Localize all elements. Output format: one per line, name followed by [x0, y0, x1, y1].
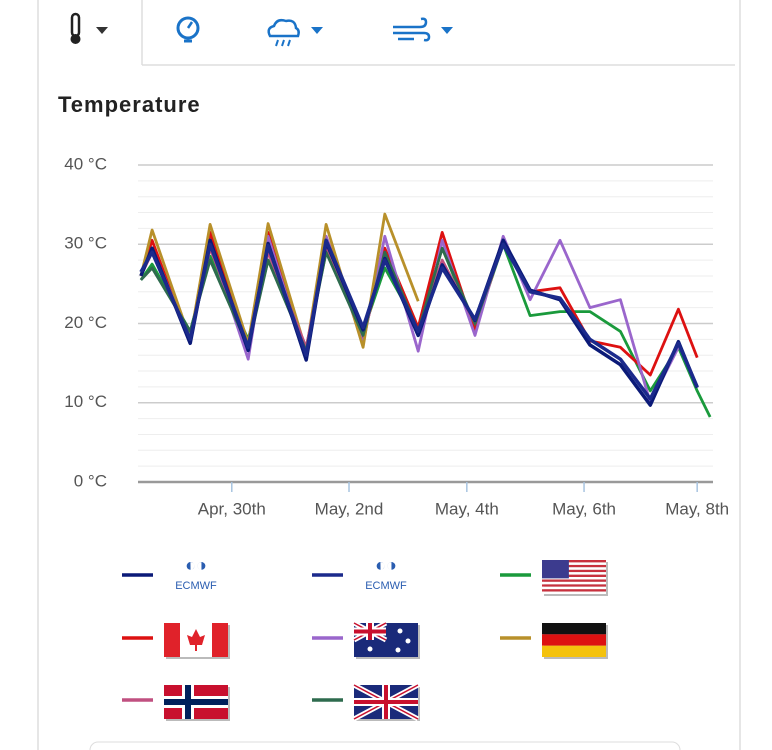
legend-label: ECMWF — [365, 580, 407, 592]
flag-part — [542, 581, 606, 585]
x-tick-label: Apr, 30th — [198, 499, 266, 518]
flag-part — [405, 638, 411, 644]
flag-part — [542, 584, 606, 587]
legend-item[interactable] — [500, 560, 608, 596]
precipitation-tab[interactable] — [267, 18, 323, 47]
legend-item[interactable] — [122, 685, 230, 721]
legend-item[interactable] — [312, 620, 420, 659]
flag-part — [354, 629, 386, 634]
flag-part — [542, 569, 606, 573]
grid: 0 °C 10 °C 20 °C 30 °C 40 °C Apr, 30th May, 2n… — [64, 154, 729, 518]
x-tick-label: May, 6th — [552, 499, 616, 518]
flag-part — [542, 634, 606, 646]
flag-part — [164, 699, 228, 705]
flag-part — [542, 574, 606, 577]
flag-part — [542, 579, 606, 582]
flag-part — [395, 647, 401, 653]
flag-part — [542, 591, 606, 594]
x-tick-label: May, 8th — [665, 499, 729, 518]
x-tick-label: May, 2nd — [315, 499, 384, 518]
flag-part — [542, 564, 606, 568]
flag-part — [542, 560, 606, 563]
temperature-tab[interactable] — [70, 12, 109, 44]
flag-part — [542, 645, 606, 657]
flag-part — [354, 700, 418, 704]
flag-part — [542, 589, 606, 592]
legend-item[interactable] — [312, 682, 420, 722]
tab-bar — [37, 0, 741, 750]
y-tick-label: 30 °C — [64, 234, 107, 253]
pressure-tab[interactable] — [176, 16, 200, 43]
flag-part — [164, 623, 180, 657]
flag-part — [397, 628, 403, 634]
flag-part — [212, 623, 228, 657]
flag-part — [542, 586, 606, 590]
plot-area — [139, 212, 712, 418]
x-tick-label: May, 4th — [435, 499, 499, 518]
legend-label: ECMWF — [175, 580, 217, 592]
flag-part — [542, 577, 606, 580]
y-tick-label: 40 °C — [64, 154, 107, 173]
legend-item[interactable] — [122, 623, 230, 659]
ecmwf-logo: ◐◑ — [375, 555, 397, 575]
next-card — [89, 741, 681, 750]
legend-item[interactable] — [500, 623, 608, 659]
legend-item[interactable]: ◐◑ ECMWF — [312, 555, 407, 592]
flag-part — [542, 623, 606, 635]
wind-tab[interactable] — [393, 17, 453, 42]
flag-part — [367, 646, 373, 652]
ecmwf-logo: ◐◑ — [185, 555, 207, 575]
y-tick-label: 20 °C — [64, 313, 107, 332]
flag-part — [187, 629, 205, 651]
flag-part — [542, 567, 606, 570]
flag-part — [542, 560, 569, 579]
chart-title: Temperature — [58, 92, 201, 117]
legend: ◐◑ ECMWF ◐◑ ECMWF — [122, 555, 608, 722]
series-line — [139, 238, 699, 401]
legend-item[interactable]: ◐◑ ECMWF — [122, 555, 217, 592]
y-tick-label: 10 °C — [64, 392, 107, 411]
flag-part — [542, 572, 606, 575]
series-line — [139, 242, 712, 418]
y-tick-label: 0 °C — [74, 471, 107, 490]
flag-part — [542, 562, 606, 565]
